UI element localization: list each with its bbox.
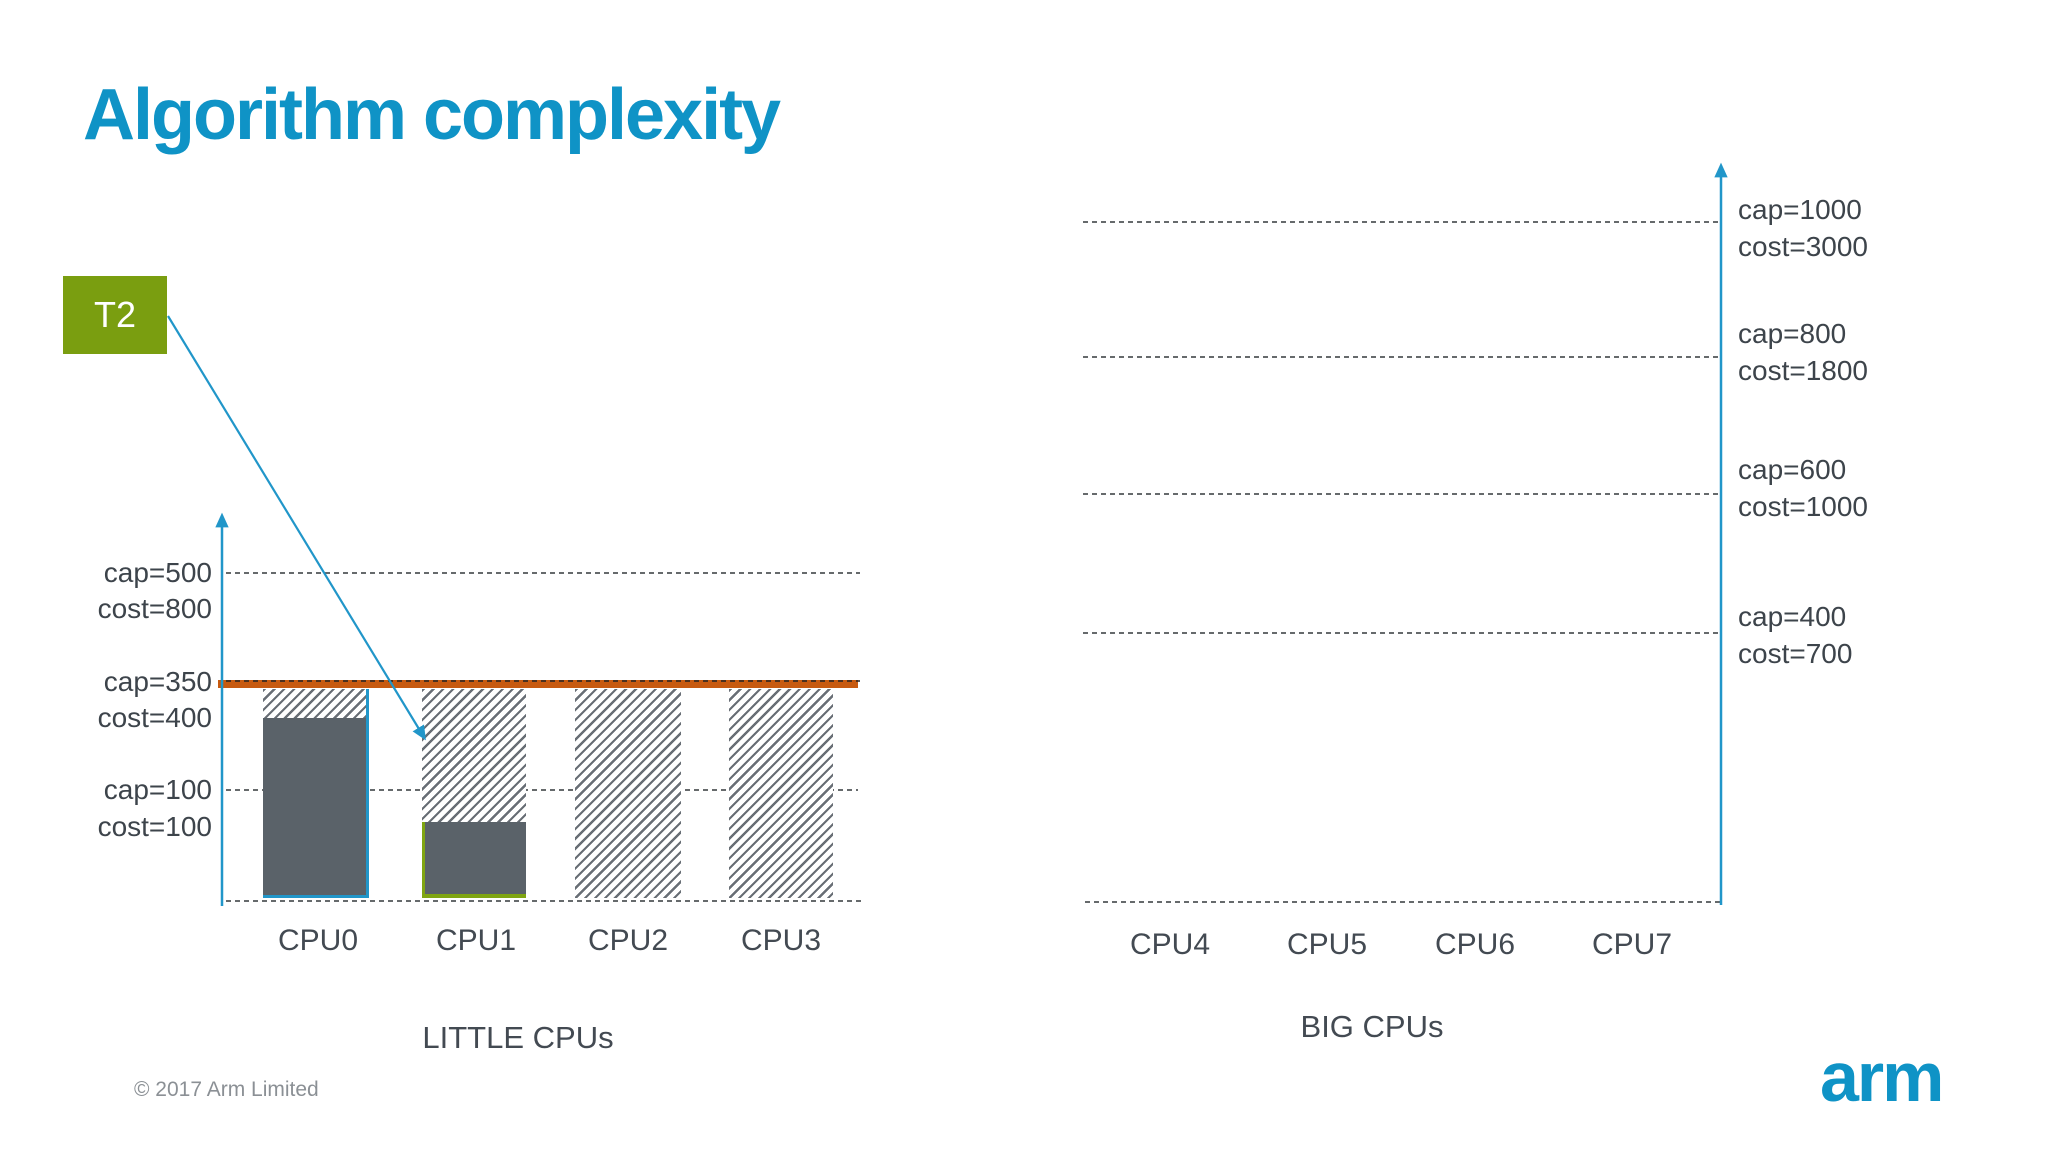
big-cost700-label: cost=700	[1738, 638, 1853, 669]
big-cap1000-label: cap=1000	[1738, 194, 1862, 225]
little-cost400-label: cost=400	[97, 702, 212, 733]
cpu2-utilization-bar	[575, 689, 681, 898]
tick-cpu6: CPU6	[1434, 928, 1516, 961]
current-capacity-line	[218, 680, 858, 688]
task-t2-label: T2	[93, 294, 136, 335]
tick-cpu2: CPU2	[587, 924, 669, 957]
cpu0-utilization-bar	[263, 689, 369, 898]
tick-cpu1: CPU1	[435, 924, 517, 957]
tick-cpu4: CPU4	[1129, 928, 1211, 961]
cpu3-utilization-bar	[729, 689, 833, 898]
little-cost100-label: cost=100	[97, 811, 212, 842]
tick-cpu5: CPU5	[1286, 928, 1368, 961]
arm-logo: arm	[1820, 1038, 1944, 1116]
big-cost1000-label: cost=1000	[1738, 491, 1868, 522]
big-cluster-label: BIG CPUs	[1300, 1009, 1444, 1044]
tick-cpu0: CPU0	[277, 924, 359, 957]
cpu1-load-solid	[422, 822, 526, 898]
big-cap600-label: cap=600	[1738, 454, 1847, 485]
little-cap350-label: cap=350	[103, 666, 212, 697]
little-cluster-label: LITTLE CPUs	[422, 1020, 614, 1055]
big-cost3000-label: cost=3000	[1738, 231, 1868, 262]
little-cap100-label: cap=100	[103, 774, 212, 805]
little-cap500-label: cap=500	[103, 557, 212, 588]
big-cap400-label: cap=400	[1738, 601, 1847, 632]
tick-cpu3: CPU3	[740, 924, 822, 957]
little-cost800-label: cost=800	[97, 593, 212, 624]
copyright-text: © 2017 Arm Limited	[134, 1078, 319, 1101]
task-t2-box: T2	[63, 276, 167, 354]
cpu1-utilization-bar	[422, 689, 526, 898]
page-title: Algorithm complexity	[83, 75, 781, 155]
tick-cpu7: CPU7	[1591, 928, 1673, 961]
big-cost1800-label: cost=1800	[1738, 355, 1868, 386]
big-cap800-label: cap=800	[1738, 318, 1847, 349]
cpu0-load-solid	[263, 718, 366, 895]
